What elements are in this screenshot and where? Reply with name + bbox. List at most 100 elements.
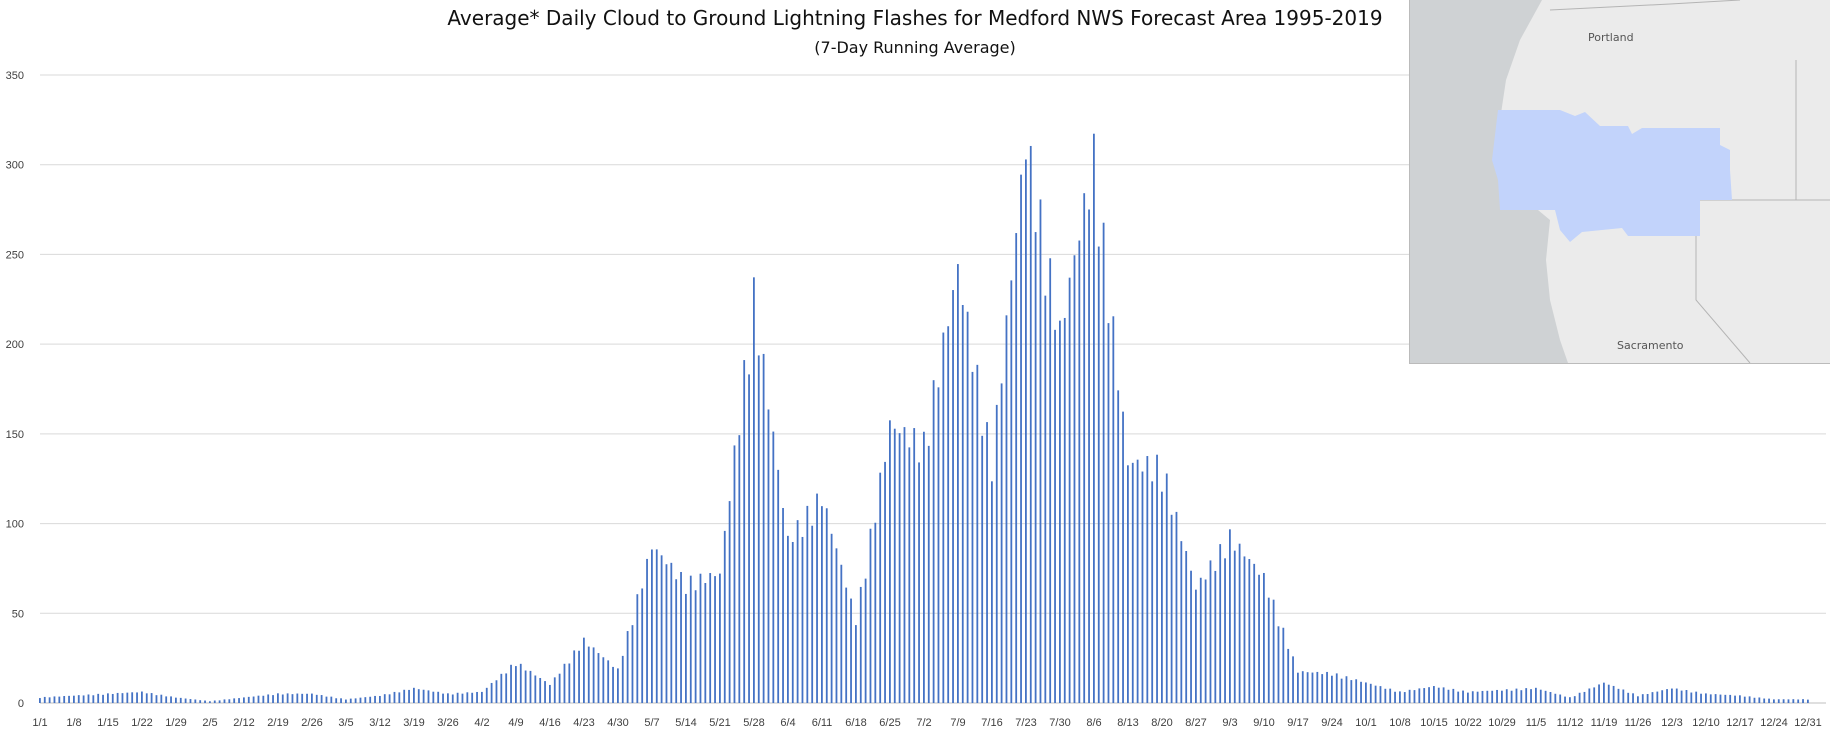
daily-bar (626, 631, 629, 703)
x-tick-label: 7/16 (981, 717, 1002, 729)
daily-bar (821, 506, 823, 703)
daily-bar (835, 548, 838, 703)
daily-bar (97, 693, 100, 703)
daily-bar (1151, 481, 1154, 703)
daily-bar (1588, 688, 1591, 703)
daily-bar (301, 693, 304, 703)
daily-bar (1530, 689, 1532, 703)
daily-bar (1632, 693, 1634, 703)
daily-bar (1127, 465, 1129, 703)
x-tick-label: 12/3 (1661, 717, 1682, 729)
daily-bar (165, 696, 168, 703)
x-tick-label: 10/1 (1355, 717, 1376, 729)
daily-bar (1350, 680, 1353, 703)
x-tick-label: 2/26 (301, 717, 322, 729)
daily-bar (1612, 685, 1615, 703)
x-tick-label: 10/8 (1389, 717, 1410, 729)
daily-bar (1010, 280, 1013, 703)
daily-bar (1651, 692, 1654, 703)
daily-bar (966, 311, 969, 703)
daily-bar (354, 698, 357, 703)
x-tick-label: 11/19 (1591, 717, 1618, 729)
daily-bar (1462, 690, 1464, 703)
daily-bar (422, 689, 425, 703)
daily-bar (1156, 454, 1158, 703)
daily-bar (607, 660, 610, 703)
x-tick-label: 10/15 (1420, 717, 1448, 729)
daily-bar (558, 673, 561, 703)
y-tick-label: 200 (6, 339, 24, 351)
daily-bar (296, 693, 299, 703)
daily-bar (73, 695, 75, 703)
daily-bar (1428, 687, 1430, 703)
daily-bar (456, 692, 459, 703)
daily-bar (621, 655, 624, 703)
daily-bar (680, 571, 682, 703)
daily-bar (1680, 690, 1683, 703)
daily-bar (58, 696, 61, 703)
daily-bar (315, 694, 318, 703)
x-tick-label: 7/30 (1049, 717, 1070, 729)
daily-bar (1535, 687, 1537, 703)
daily-bar (1112, 316, 1115, 703)
daily-bar (102, 694, 104, 703)
daily-bar (1433, 686, 1435, 703)
daily-bar (247, 696, 250, 703)
y-tick-label: 150 (6, 429, 24, 441)
daily-bar (1705, 693, 1707, 703)
daily-bar (1394, 691, 1396, 703)
daily-bar (1559, 694, 1562, 703)
daily-bar (1593, 687, 1596, 703)
daily-bar (1510, 690, 1513, 703)
daily-bar (1088, 209, 1090, 704)
daily-bar (349, 698, 352, 703)
daily-bar (48, 697, 51, 703)
x-tick-label: 1/29 (165, 717, 186, 729)
x-tick-label: 8/27 (1185, 717, 1206, 729)
daily-bar (1743, 696, 1746, 703)
x-tick-label: 1/22 (131, 717, 152, 729)
daily-bar (1165, 473, 1168, 703)
daily-bar (1345, 676, 1348, 703)
daily-bar (121, 693, 124, 703)
daily-bar (1671, 688, 1673, 703)
daily-bar (1331, 675, 1333, 703)
daily-bar (937, 387, 940, 703)
daily-bar (184, 698, 187, 703)
daily-bar (179, 697, 182, 703)
x-tick-label: 8/13 (1117, 717, 1138, 729)
daily-bar (1068, 277, 1071, 703)
daily-bar (1321, 674, 1324, 703)
daily-bar (811, 525, 814, 703)
daily-bar (1083, 193, 1086, 703)
daily-bar (840, 564, 843, 703)
daily-bar (432, 691, 435, 703)
daily-bar (281, 694, 284, 703)
daily-bar (43, 696, 46, 703)
daily-bar (204, 700, 206, 703)
x-tick-label: 5/21 (709, 717, 730, 729)
daily-bar (723, 530, 726, 703)
daily-bar (1603, 682, 1605, 703)
daily-bar (1782, 699, 1785, 703)
daily-bar (111, 693, 114, 703)
daily-bar (568, 663, 571, 703)
x-tick-label: 8/20 (1151, 717, 1172, 729)
daily-bar (976, 364, 979, 703)
daily-bar (1199, 577, 1202, 703)
daily-bar (889, 420, 891, 703)
x-tick-label: 11/26 (1625, 717, 1652, 729)
daily-bar (971, 371, 974, 703)
daily-bar (1054, 329, 1056, 703)
x-tick-label: 5/28 (743, 717, 764, 729)
daily-bar (379, 695, 381, 703)
daily-bar (1195, 589, 1197, 703)
daily-bar (126, 692, 129, 703)
daily-bar (82, 695, 85, 703)
daily-bar (427, 690, 430, 703)
daily-bar (1025, 159, 1027, 703)
daily-bar (39, 698, 41, 703)
daily-bar (213, 700, 216, 703)
daily-bar (1734, 695, 1736, 703)
daily-bar (539, 677, 542, 703)
